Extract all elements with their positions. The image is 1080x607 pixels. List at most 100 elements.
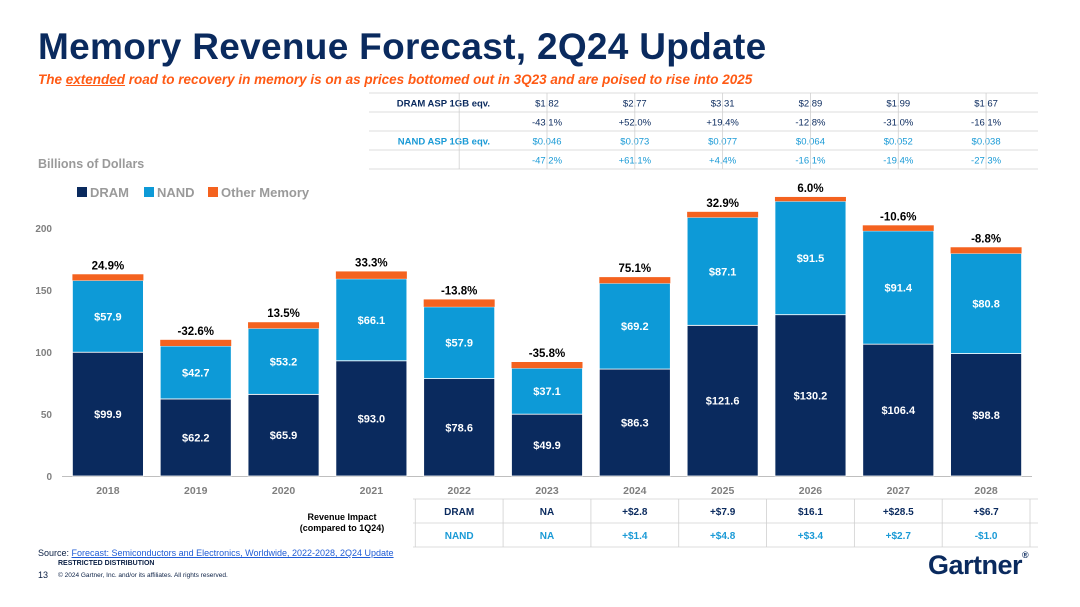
- x-tick-label: 2018: [96, 485, 120, 497]
- y-axis-title: Billions of Dollars: [38, 157, 144, 171]
- growth-label: -8.8%: [971, 233, 1001, 245]
- impact-cell: NA: [540, 507, 554, 518]
- bar-dram: [862, 343, 935, 477]
- growth-label: 32.9%: [706, 198, 739, 210]
- data-label: $106.4: [881, 405, 916, 417]
- data-label: $42.7: [182, 367, 210, 379]
- bar-dram: [686, 324, 759, 477]
- logo-text: Gartner: [928, 550, 1023, 580]
- x-tick-label: 2021: [360, 485, 384, 497]
- impact-cell: +$2.7: [886, 531, 912, 542]
- bar-dram: [335, 360, 408, 477]
- source-note: Source: Forecast: Semiconductors and Ele…: [38, 548, 394, 558]
- bar-other-memory: [423, 299, 495, 307]
- page-title: Memory Revenue Forecast, 2Q24 Update: [38, 26, 767, 67]
- copyright: © 2024 Gartner, Inc. and/or its affiliat…: [58, 572, 228, 579]
- data-label: $98.8: [972, 410, 1000, 422]
- subtitle-end: road to recovery in memory is on as pric…: [125, 72, 753, 87]
- subtitle-emphasis: extended: [65, 72, 126, 87]
- bar-nand: [72, 280, 144, 353]
- x-tick-label: 2026: [799, 485, 823, 497]
- page-number: 13: [38, 570, 49, 580]
- y-tick-label: 150: [35, 286, 52, 297]
- x-tick-label: 2027: [887, 485, 911, 497]
- data-label: $53.2: [270, 356, 298, 368]
- impact-cell: +$3.4: [798, 531, 824, 542]
- data-label: $87.1: [709, 266, 737, 278]
- legend-label: Other Memory: [221, 185, 310, 200]
- bar-other-memory: [72, 274, 144, 281]
- growth-label: 75.1%: [619, 263, 652, 275]
- asp-row-label: NAND ASP 1GB eqv.: [398, 137, 490, 148]
- data-label: $69.2: [621, 321, 649, 333]
- data-label: $57.9: [445, 338, 473, 350]
- impact-cell: +$2.8: [622, 507, 648, 518]
- legend-label: DRAM: [90, 185, 129, 200]
- bar-dram: [247, 393, 320, 477]
- data-label: $99.9: [94, 409, 122, 421]
- bar-nand: [862, 230, 935, 345]
- data-label: $91.5: [797, 253, 825, 265]
- impact-cell: +$1.4: [622, 531, 648, 542]
- impact-row-label: DRAM: [444, 507, 474, 518]
- x-tick-label: 2028: [974, 485, 998, 497]
- data-label: $66.1: [358, 315, 386, 327]
- growth-label: -13.8%: [441, 285, 477, 297]
- data-label: $62.2: [182, 432, 210, 444]
- bar-dram: [598, 368, 671, 477]
- x-tick-label: 2024: [623, 485, 647, 497]
- bar-nand: [598, 282, 671, 370]
- data-label: $121.6: [706, 396, 740, 408]
- x-tick-label: 2023: [535, 485, 559, 497]
- source-link[interactable]: Forecast: Semiconductors and Electronics…: [71, 548, 394, 558]
- x-tick-label: 2025: [711, 485, 735, 497]
- y-tick-label: 50: [41, 410, 53, 421]
- x-tick-label: 2019: [184, 485, 208, 497]
- logo-mark: ®: [1022, 550, 1029, 560]
- bar-other-memory: [774, 196, 846, 202]
- bar-nand: [159, 345, 232, 400]
- gartner-logo: Gartner®: [928, 550, 1029, 581]
- impact-cell: +$28.5: [883, 507, 914, 518]
- growth-label: -10.6%: [880, 211, 916, 223]
- bar-dram: [774, 314, 847, 477]
- bar-other-memory: [862, 225, 934, 231]
- data-label: $57.9: [94, 311, 122, 323]
- impact-cell: +$7.9: [710, 507, 736, 518]
- bar-other-memory: [511, 362, 583, 369]
- data-label: $91.4: [885, 283, 913, 295]
- data-label: $49.9: [533, 440, 561, 452]
- data-label: $86.3: [621, 418, 649, 430]
- bar-nand: [423, 306, 496, 380]
- bar-dram: [72, 351, 144, 477]
- growth-label: 24.9%: [92, 260, 125, 272]
- legend-swatch: [208, 187, 218, 197]
- data-label: $78.6: [445, 422, 473, 434]
- restricted-label: RESTRICTED DISTRIBUTION: [58, 560, 155, 567]
- asp-row-label: DRAM ASP 1GB eqv.: [397, 99, 490, 110]
- data-label: $93.0: [358, 413, 386, 425]
- impact-cell: -$1.0: [975, 531, 998, 542]
- legend-swatch: [77, 187, 87, 197]
- bar-other-memory: [950, 247, 1022, 254]
- growth-label: -35.8%: [529, 348, 565, 360]
- y-tick-label: 0: [46, 472, 52, 483]
- bar-other-memory: [248, 322, 320, 329]
- legend-swatch: [144, 187, 154, 197]
- data-label: $80.8: [972, 299, 1000, 311]
- page-subtitle: The extended road to recovery in memory …: [38, 72, 752, 87]
- impact-cell: +$4.8: [710, 531, 736, 542]
- subtitle-start: The: [38, 72, 66, 87]
- growth-label: 33.3%: [355, 257, 388, 269]
- bar-nand: [774, 200, 847, 316]
- bar-other-memory: [160, 339, 232, 347]
- data-label: $130.2: [794, 390, 828, 402]
- impact-cell: +$6.7: [973, 507, 999, 518]
- bar-nand: [335, 278, 408, 362]
- impact-cell: NA: [540, 531, 554, 542]
- growth-label: 13.5%: [267, 308, 300, 320]
- bar-nand: [511, 367, 583, 415]
- bar-nand: [686, 216, 759, 326]
- y-tick-label: 200: [35, 224, 52, 235]
